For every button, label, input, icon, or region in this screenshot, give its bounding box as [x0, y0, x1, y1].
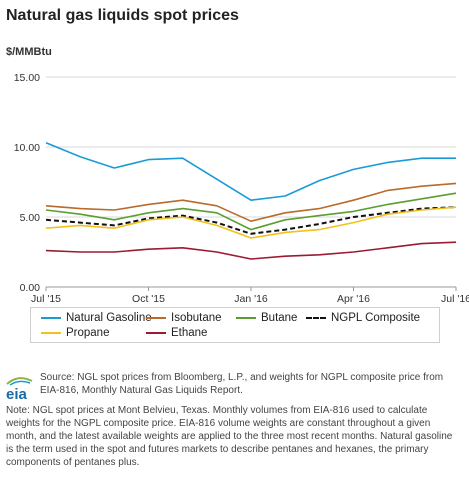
legend-swatch	[306, 317, 326, 319]
chart-legend: Natural Gasoline Isobutane Butane NGPL Comp…	[30, 307, 440, 343]
legend-label: Natural Gasoline	[66, 312, 152, 324]
legend-item-ngpl-composite: NGPL Composite	[306, 312, 420, 324]
legend-label: Butane	[261, 312, 298, 324]
legend-item-ethane: Ethane	[146, 327, 207, 339]
x-tick-label: Apr '16	[337, 293, 370, 305]
series-line-ngpl-composite	[45, 206, 457, 235]
y-tick-label: 5.00	[20, 212, 41, 224]
series-line-propane	[45, 206, 457, 239]
series-line-natural-gasoline	[45, 142, 456, 201]
legend-item-isobutane: Isobutane	[146, 312, 222, 324]
eia-logo-text: eia	[6, 386, 28, 402]
line-chart: 0.00 5.00 10.00 15.00 Jul '15 Oct '15 Jan '16 A…	[14, 72, 469, 305]
series-line-isobutane	[45, 182, 457, 222]
legend-swatch	[146, 332, 166, 334]
x-tick-label: Jul '15	[31, 293, 61, 305]
series-line-butane	[45, 192, 457, 231]
note-text: Note: NGL spot prices at Mont Belvieu, T…	[6, 405, 453, 468]
legend-item-propane: Propane	[41, 327, 109, 339]
y-tick-label: 15.00	[14, 72, 40, 84]
legend-label: NGPL Composite	[331, 312, 421, 324]
legend-item-butane: Butane	[236, 312, 297, 324]
chart-title: Natural gas liquids spot prices	[6, 7, 239, 24]
x-tick-label: Jul '16	[441, 293, 469, 305]
x-tick-label: Jan '16	[234, 293, 268, 305]
legend-label: Isobutane	[171, 312, 222, 324]
y-axis-units-label: $/MMBtu	[6, 46, 52, 58]
legend-label: Ethane	[171, 327, 208, 339]
legend-swatch	[146, 317, 166, 319]
series-line-ethane	[45, 241, 457, 260]
eia-logo: eia	[6, 377, 33, 402]
x-tick-label: Oct '15	[132, 293, 165, 305]
legend-label: Propane	[66, 327, 110, 339]
y-tick-label: 10.00	[14, 142, 40, 154]
legend-swatch	[41, 317, 61, 319]
source-text: Source: NGL spot prices from Bloomberg, …	[40, 372, 444, 396]
y-tick-label: 0.00	[20, 282, 41, 294]
legend-swatch	[236, 317, 256, 319]
legend-item-natural-gasoline: Natural Gasoline	[41, 312, 152, 324]
legend-swatch	[41, 332, 61, 334]
